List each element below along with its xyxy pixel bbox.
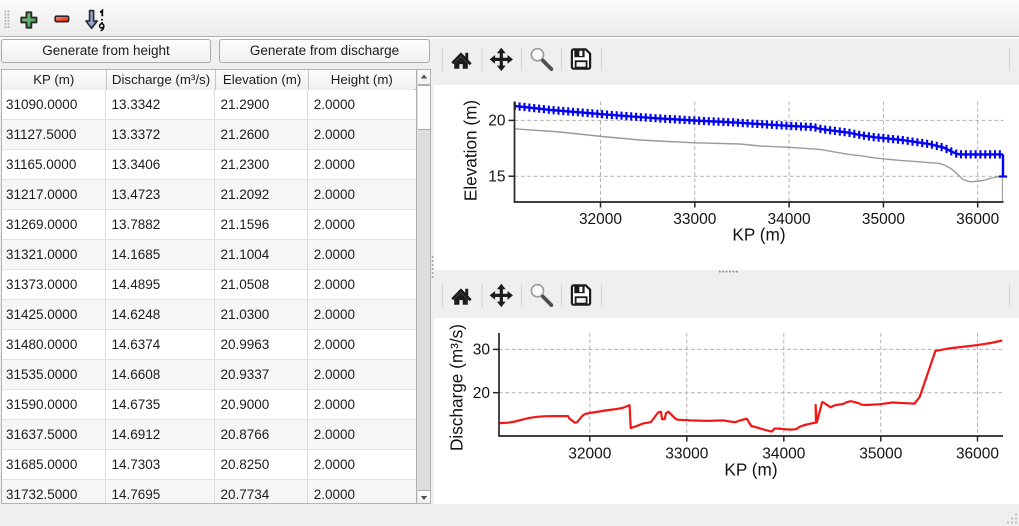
svg-text:Elevation (m): Elevation (m)	[461, 99, 481, 200]
svg-text:20: 20	[473, 385, 491, 402]
svg-text:36000: 36000	[956, 446, 999, 463]
svg-text:32000: 32000	[568, 446, 611, 463]
svg-text:34000: 34000	[762, 446, 805, 463]
svg-text:33000: 33000	[665, 446, 708, 463]
svg-text:KP (m): KP (m)	[724, 460, 777, 480]
svg-text:20: 20	[488, 112, 506, 129]
svg-text:35000: 35000	[862, 211, 905, 228]
svg-text:32000: 32000	[579, 211, 622, 228]
svg-text:Discharge (m³/s): Discharge (m³/s)	[447, 324, 467, 451]
svg-text:30: 30	[473, 342, 491, 359]
svg-text:34000: 34000	[768, 211, 811, 228]
svg-text:36000: 36000	[956, 211, 999, 228]
svg-text:KP (m): KP (m)	[732, 224, 785, 244]
svg-text:33000: 33000	[673, 211, 716, 228]
svg-text:15: 15	[488, 168, 505, 185]
svg-text:35000: 35000	[859, 446, 902, 463]
